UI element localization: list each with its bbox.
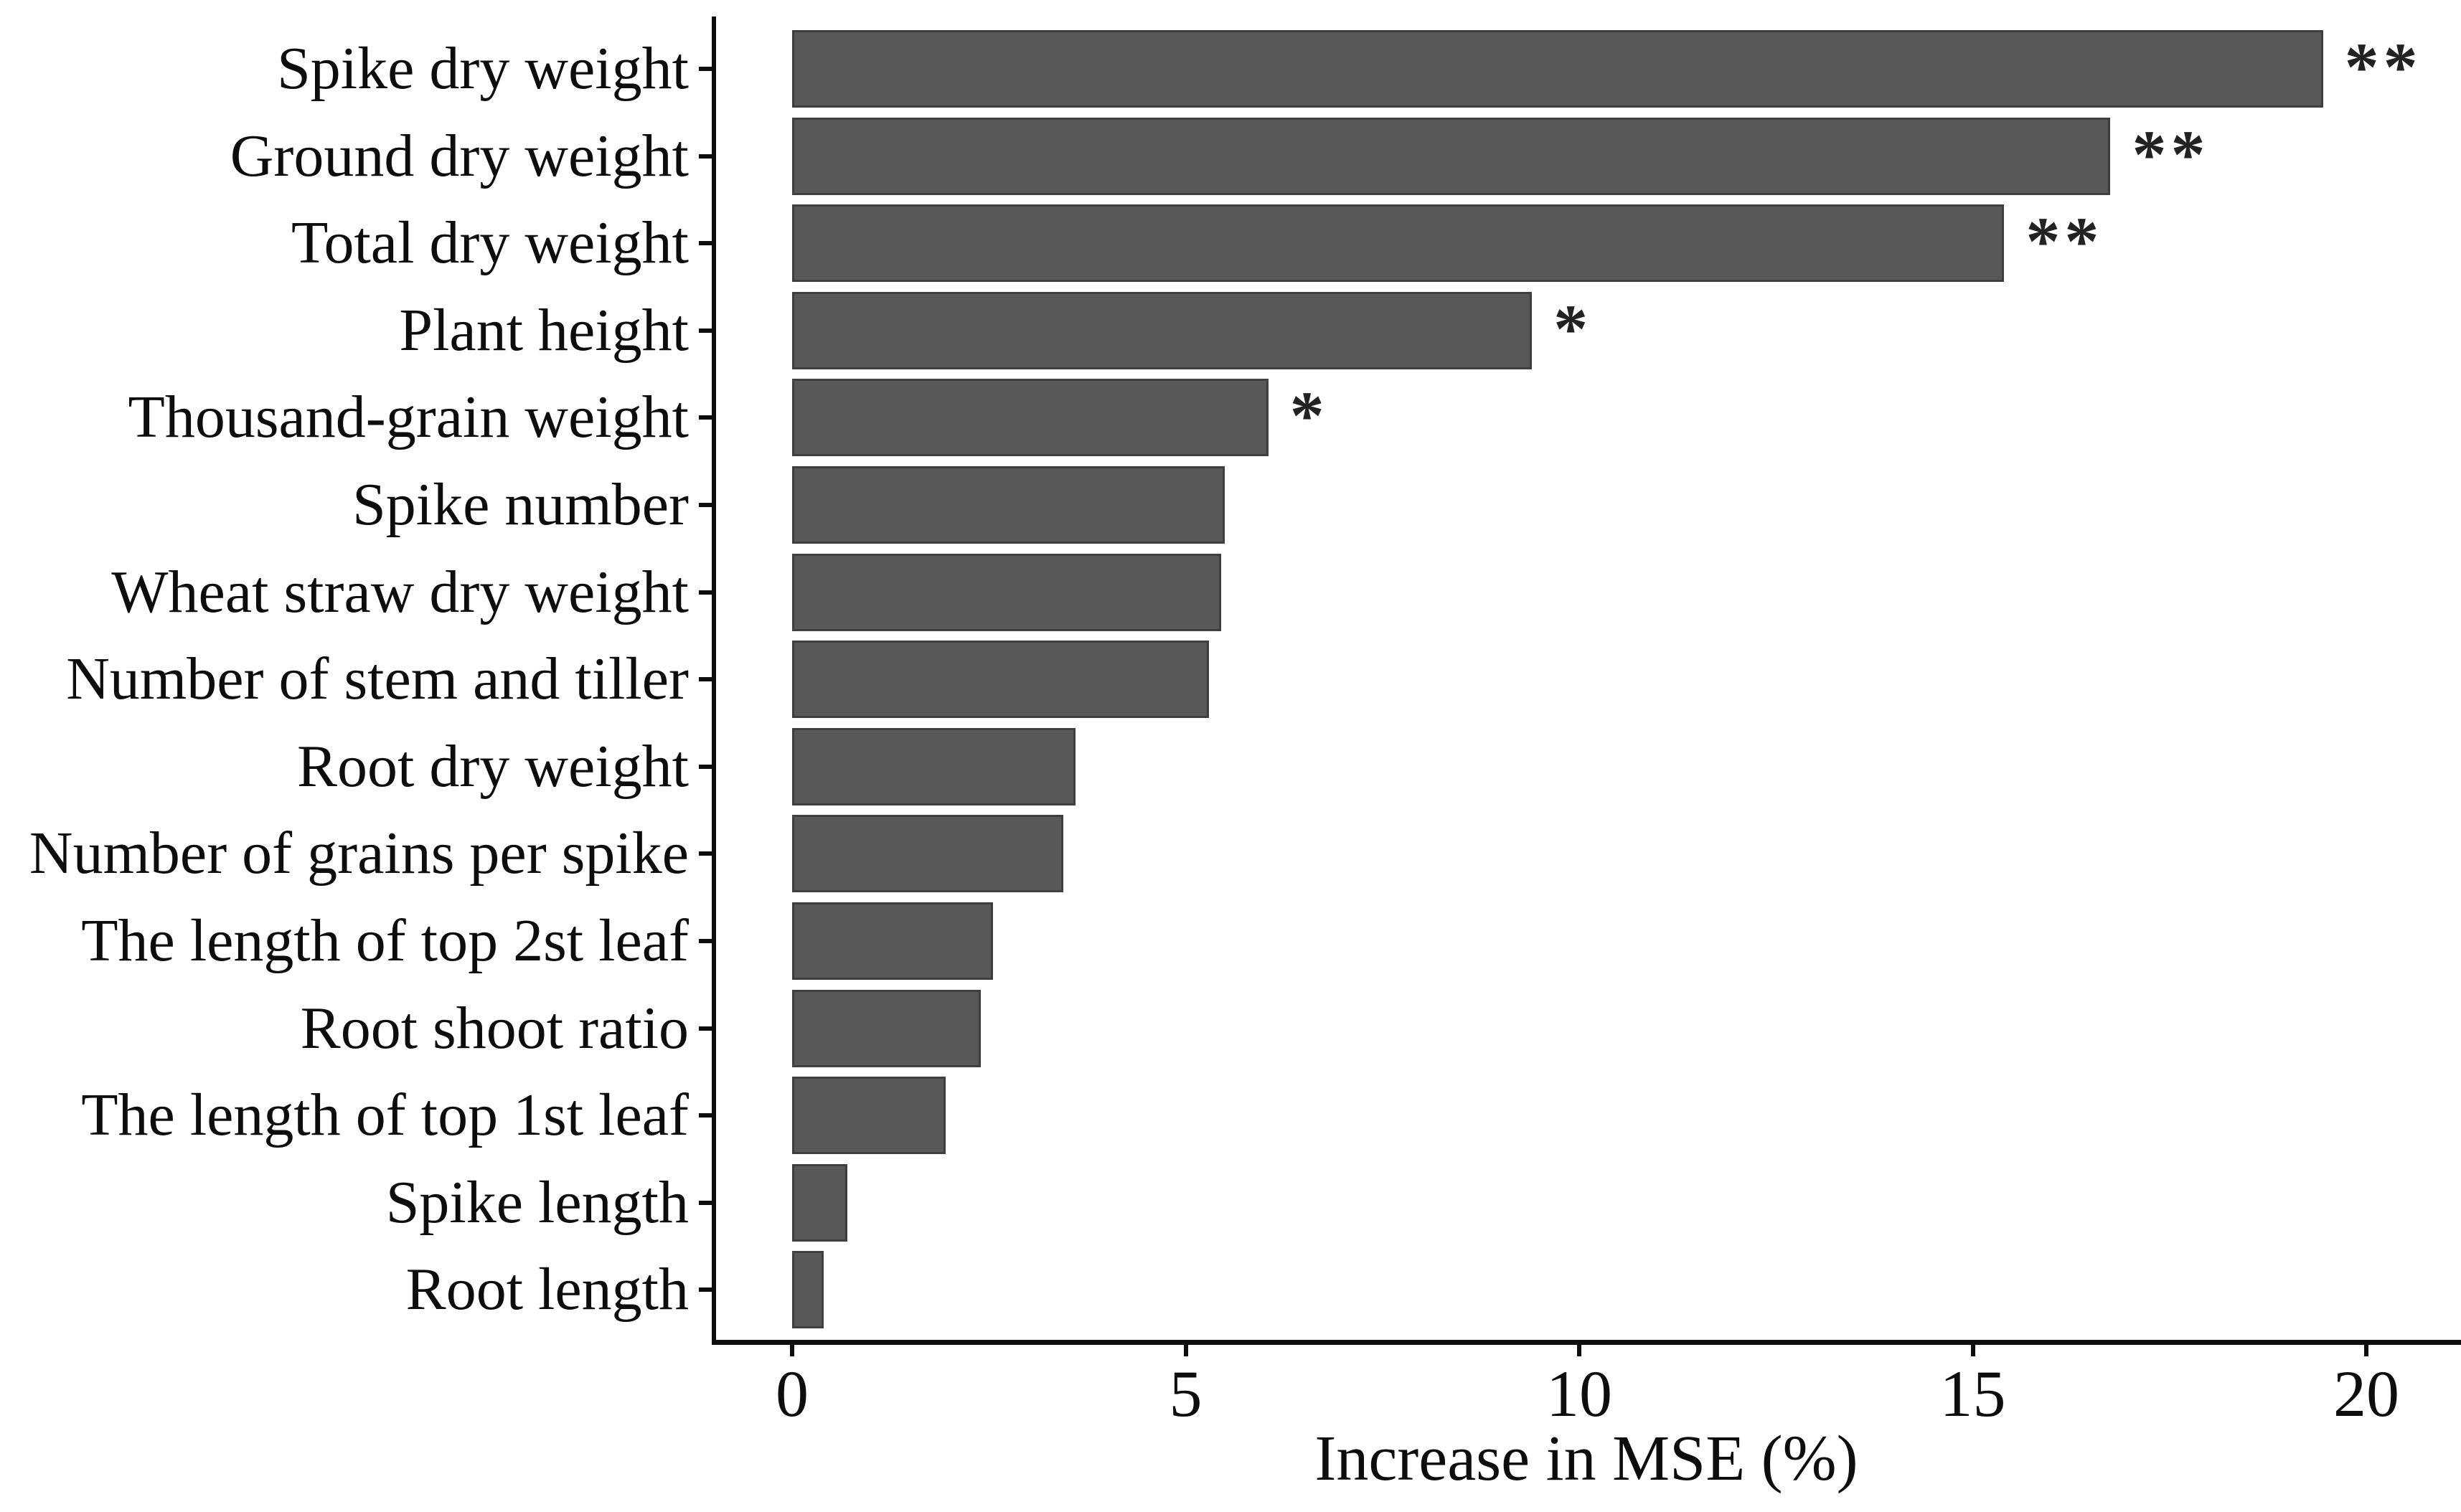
bar-the-length-of-top-1st-leaf [792,1077,946,1155]
bar-total-dry-weight [792,204,2005,283]
significance-marker-thousand-grain-weight: * [1289,377,1329,455]
y-axis-tick [699,415,712,420]
y-axis-tick [699,67,712,71]
x-tick-label-15: 15 [1939,1357,2006,1430]
category-label-number-of-stem-and-tiller: Number of stem and tiller [66,646,689,713]
y-axis-line [712,16,716,1345]
bar-root-length [792,1251,824,1329]
category-label-number-of-grains-per-spike: Number of grains per spike [29,820,689,887]
category-label-root-dry-weight: Root dry weight [297,732,689,800]
bar-number-of-grains-per-spike [792,815,1064,893]
bar-number-of-stem-and-tiller [792,641,1210,719]
y-axis-tick [699,1113,712,1118]
y-axis-tick [699,764,712,769]
y-axis-tick [699,590,712,595]
x-tick-label-20: 20 [2333,1357,2399,1430]
category-label-root-length: Root length [405,1256,689,1323]
significance-marker-ground-dry-weight: ** [2132,115,2210,193]
category-label-thousand-grain-weight: Thousand-grain weight [128,384,689,451]
x-axis-tick [1970,1345,1975,1356]
bar-wheat-straw-dry-weight [792,553,1221,631]
category-label-ground-dry-weight: Ground dry weight [230,122,689,189]
category-label-total-dry-weight: Total dry weight [291,209,689,277]
x-tick-label-5: 5 [1169,1357,1203,1430]
category-label-the-length-of-top-2st-leaf: The length of top 2st leaf [81,907,689,974]
y-axis-tick [699,939,712,943]
x-axis-title: Increase in MSE (%) [1314,1423,1858,1494]
bar-spike-number [792,466,1225,544]
x-tick-label-0: 0 [776,1357,809,1430]
category-label-spike-dry-weight: Spike dry weight [277,35,689,102]
y-axis-tick [699,503,712,507]
bar-spike-dry-weight [792,30,2323,108]
bar-root-shoot-ratio [792,989,982,1067]
y-axis-tick [699,241,712,246]
category-label-wheat-straw-dry-weight: Wheat straw dry weight [111,558,689,625]
bar-root-dry-weight [792,727,1076,805]
x-axis-tick [790,1345,794,1356]
bar-ground-dry-weight [792,117,2111,195]
significance-marker-total-dry-weight: ** [2025,203,2104,280]
bar-plant-height [792,291,1533,369]
y-axis-tick [699,1200,712,1205]
y-axis-tick [699,677,712,682]
significance-marker-plant-height: * [1553,290,1593,367]
significance-marker-spike-dry-weight: ** [2344,29,2422,105]
x-axis-tick [1183,1345,1188,1356]
category-label-spike-number: Spike number [352,471,689,538]
bar-spike-length [792,1163,847,1242]
x-axis-line [712,1340,2461,1345]
x-axis-tick [2364,1345,2368,1356]
x-tick-label-10: 10 [1546,1357,1612,1430]
y-axis-tick [699,851,712,856]
y-axis-tick [699,153,712,159]
y-axis-tick [699,328,712,333]
y-axis-tick [699,1287,712,1293]
category-label-spike-length: Spike length [385,1168,689,1236]
category-label-the-length-of-top-1st-leaf: The length of top 1st leaf [81,1082,689,1149]
x-axis-tick [1577,1345,1581,1356]
y-axis-tick [699,1026,712,1031]
category-label-root-shoot-ratio: Root shoot ratio [300,994,689,1062]
bar-thousand-grain-weight [792,379,1269,457]
bar-the-length-of-top-2st-leaf [792,902,993,980]
category-label-plant-height: Plant height [399,296,689,364]
